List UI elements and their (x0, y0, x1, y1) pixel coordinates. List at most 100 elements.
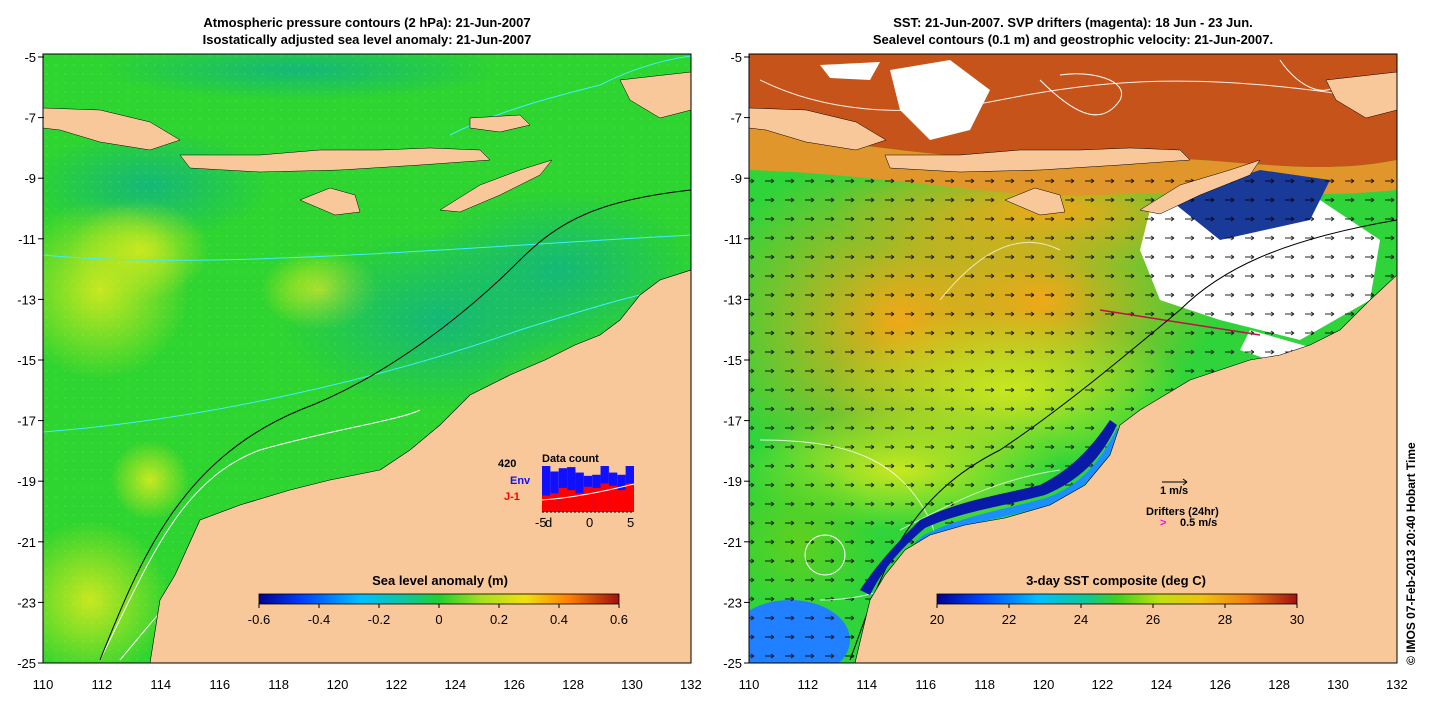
right-lon-tick: 112 (798, 677, 819, 692)
j1-count-bar (558, 487, 568, 512)
left-lat-tick: -21 (17, 535, 36, 550)
env-count-bar (567, 467, 576, 512)
right-lon-axis: 110 112 114 116 118 120 122 124 126 128 130 132 (739, 677, 1408, 692)
j1-count-bar (567, 490, 576, 512)
left-land-sulawesi-islands (469, 114, 531, 133)
j1-count-bar (600, 483, 609, 512)
left-lon-tick: 128 (562, 677, 584, 692)
left-land-flores-chain (179, 147, 491, 173)
credit-strip: © IMOS 07-Feb-2013 20:40 Hobart Time (1404, 442, 1418, 665)
drifter-arrow-icon: > (1160, 517, 1166, 529)
right-cb-tick-label: 22 (1002, 612, 1016, 627)
j1-count-bar (625, 483, 634, 512)
right-lon-tick: 132 (1386, 677, 1408, 692)
count-x-tick-neg5: -5 (535, 515, 547, 530)
right-lat-tick: -19 (723, 474, 742, 489)
right-land-sumba (1004, 187, 1066, 216)
right-lat-tick: -5 (730, 50, 742, 65)
data-count-max: 420 (498, 458, 516, 470)
j1-count-bar (608, 485, 618, 512)
right-land-australia (854, 274, 1397, 663)
right-map (749, 54, 1397, 663)
right-lon-tick: 124 (1150, 677, 1172, 692)
right-lat-tick: -7 (730, 111, 742, 126)
right-land-north-islands (1325, 71, 1397, 119)
count-trend-line (541, 483, 635, 501)
right-lat-tick: -25 (723, 656, 742, 671)
right-colorbar: 3-day SST composite (deg C) 20 22 24 26 28 30 (930, 573, 1304, 627)
right-land-timor (1139, 159, 1261, 215)
j1-count-bar (583, 486, 593, 512)
right-lat-tick: -17 (723, 414, 742, 429)
data-count-bars (541, 466, 635, 513)
right-cb-tick-label: 30 (1290, 612, 1304, 627)
right-title-line2: Sealevel contours (0.1 m) and geostrophi… (873, 32, 1273, 47)
left-land-sumba (299, 187, 361, 216)
right-lon-tick: 122 (1092, 677, 1114, 692)
left-cb-tick-label: 0 (435, 612, 442, 627)
right-lon-tick: 126 (1209, 677, 1231, 692)
left-lon-tick: 114 (150, 677, 171, 692)
left-lon-tick: 118 (268, 677, 289, 692)
left-lon-tick: 130 (621, 677, 643, 692)
count-x-tick-5: 5 (627, 515, 634, 530)
left-lat-tick: -5 (24, 50, 36, 65)
right-cb-tick-label: 24 (1074, 612, 1088, 627)
j1-count-bar (592, 487, 601, 512)
left-colorbar: Sea level anomaly (m) -0.6 -0.4 -0.2 0 0.2 0.… (248, 573, 628, 627)
left-lon-tick: 126 (503, 677, 525, 692)
data-count-title: Data count (542, 453, 599, 465)
left-land-timor (439, 159, 553, 213)
left-lon-tick: 112 (92, 677, 113, 692)
left-lon-tick: 124 (444, 677, 466, 692)
right-title-line1: SST: 21-Jun-2007. SVP drifters (magenta)… (893, 15, 1253, 30)
drifters-label: Drifters (24hr) (1146, 506, 1219, 518)
left-lat-tick: -19 (17, 474, 36, 489)
left-cb-tick-label: -0.4 (308, 612, 330, 627)
right-land-java (749, 107, 887, 151)
right-lat-tick: -9 (730, 171, 742, 186)
env-count-bar (550, 471, 559, 512)
right-lon-tick: 128 (1268, 677, 1290, 692)
left-lon-axis: 110 112 114 116 118 120 122 124 126 128 130 132 (33, 677, 702, 692)
left-lon-tick: 116 (209, 677, 230, 692)
left-lon-tick: 132 (680, 677, 702, 692)
left-cb-tick-label: -0.2 (368, 612, 390, 627)
left-land-java (43, 107, 181, 151)
left-cb-tick-label: 0.4 (550, 612, 568, 627)
left-lon-tick: 122 (386, 677, 408, 692)
left-lat-tick: -9 (24, 171, 36, 186)
left-lat-tick: -17 (17, 414, 36, 429)
j1-count-bar (542, 495, 551, 512)
right-lon-tick: 116 (915, 677, 936, 692)
env-label: Env (510, 475, 531, 487)
left-lat-tick: -11 (18, 232, 36, 247)
right-lon-tick: 110 (739, 677, 760, 692)
right-lat-tick: -21 (723, 535, 742, 550)
count-x-tick-0: 0 (586, 515, 593, 530)
left-lat-tick: -15 (17, 353, 36, 368)
right-lon-tick: 120 (1033, 677, 1055, 692)
env-count-bar (542, 466, 551, 512)
left-lon-tick: 110 (33, 677, 54, 692)
velocity-scale-label: 1 m/s (1160, 485, 1188, 497)
left-cb-tick-label: 0.2 (490, 612, 508, 627)
right-lat-tick: -11 (724, 232, 742, 247)
right-lat-tick: -13 (723, 292, 742, 307)
right-colorbar-label: 3-day SST composite (deg C) (1026, 573, 1206, 588)
right-lon-tick: 118 (974, 677, 995, 692)
j1-count-bar (550, 493, 559, 512)
left-lat-tick: -25 (17, 656, 36, 671)
credit-text: © IMOS 07-Feb-2013 20:40 Hobart Time (1404, 442, 1418, 665)
data-count-inset: Data count 420 Env J-1 -5 d 0 5 (498, 453, 634, 530)
j1-count-bar (617, 490, 626, 512)
velocity-legend: 1 m/s Drifters (24hr) > 0.5 m/s (1146, 478, 1219, 529)
j1-label: J-1 (504, 491, 520, 503)
right-lon-tick: 114 (856, 677, 877, 692)
j1-count-bar (575, 493, 584, 512)
left-cb-tick-label: 0.6 (610, 612, 628, 627)
left-land-australia (149, 269, 691, 663)
right-lat-tick: -15 (723, 353, 742, 368)
right-cb-tick-label: 20 (930, 612, 944, 627)
